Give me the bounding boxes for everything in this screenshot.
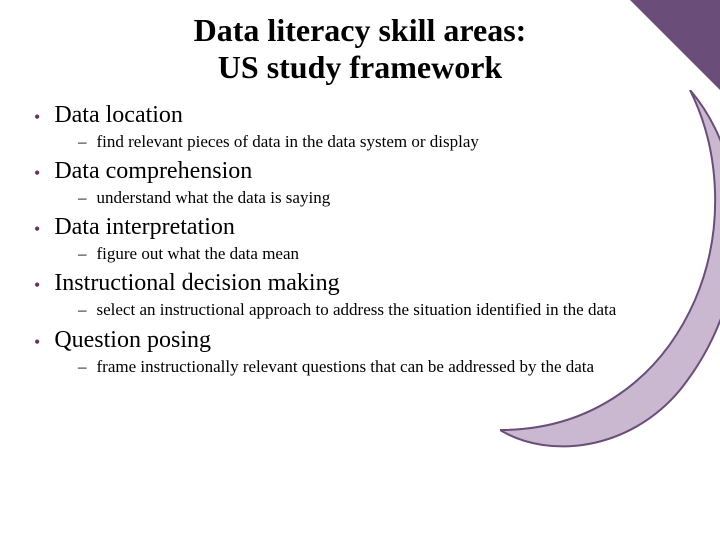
title-line-1: Data literacy skill areas:	[194, 12, 527, 48]
bullet-item: • Data comprehension	[34, 158, 690, 185]
sub-bullet-item: – frame instructionally relevant questio…	[78, 356, 690, 377]
sub-bullet-text: frame instructionally relevant questions…	[97, 356, 691, 377]
bullet-icon: •	[34, 333, 40, 351]
bullet-heading: Data location	[54, 102, 183, 129]
bullet-heading: Data comprehension	[54, 158, 252, 185]
dash-icon: –	[78, 187, 87, 208]
slide-content: • Data location – find relevant pieces o…	[30, 102, 690, 377]
title-line-2: US study framework	[218, 49, 502, 85]
bullet-icon: •	[34, 164, 40, 182]
sub-bullet-text: figure out what the data mean	[97, 243, 691, 264]
bullet-item: • Data location	[34, 102, 690, 129]
bullet-icon: •	[34, 108, 40, 126]
sub-bullet-item: – understand what the data is saying	[78, 187, 690, 208]
sub-bullet-item: – figure out what the data mean	[78, 243, 690, 264]
sub-bullet-item: – find relevant pieces of data in the da…	[78, 131, 690, 152]
bullet-heading: Data interpretation	[54, 214, 235, 241]
dash-icon: –	[78, 299, 87, 320]
dash-icon: –	[78, 243, 87, 264]
dash-icon: –	[78, 356, 87, 377]
dash-icon: –	[78, 131, 87, 152]
bullet-heading: Instructional decision making	[54, 270, 339, 297]
sub-bullet-text: select an instructional approach to addr…	[97, 299, 691, 320]
bullet-heading: Question posing	[54, 327, 211, 354]
slide-title: Data literacy skill areas: US study fram…	[30, 12, 690, 86]
bullet-icon: •	[34, 276, 40, 294]
sub-bullet-item: – select an instructional approach to ad…	[78, 299, 690, 320]
bullet-item: • Data interpretation	[34, 214, 690, 241]
sub-bullet-text: find relevant pieces of data in the data…	[97, 131, 691, 152]
bullet-icon: •	[34, 220, 40, 238]
sub-bullet-text: understand what the data is saying	[97, 187, 691, 208]
slide: Data literacy skill areas: US study fram…	[0, 0, 720, 540]
bullet-item: • Instructional decision making	[34, 270, 690, 297]
bullet-item: • Question posing	[34, 327, 690, 354]
